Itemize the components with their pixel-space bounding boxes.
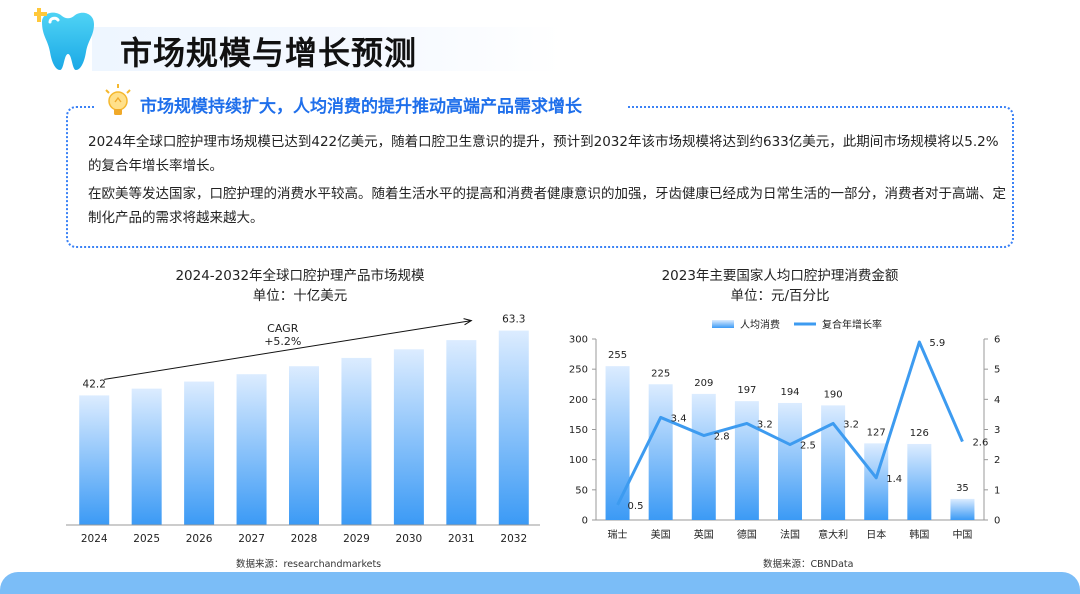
section-subtitle: 市场规模持续扩大，人均消费的提升推动高端产品需求增长 — [140, 97, 582, 117]
x-tick-label: 法国 — [780, 528, 800, 541]
bar-德国 — [734, 401, 759, 520]
x-tick-label: 瑞士 — [608, 528, 628, 541]
x-tick-label: 2029 — [343, 533, 370, 545]
bar-value-label: 255 — [608, 350, 627, 361]
x-tick-label: 2030 — [396, 533, 423, 545]
per-capita-consumption-chart: 0 50 100 150 200 250 300 0 1 2 3 4 5 6 255 瑞士 225 美国 209 英国… — [569, 318, 1000, 541]
left-tick-label: 300 — [569, 335, 588, 346]
x-tick-label: 2032 — [500, 533, 527, 545]
growth-rate-line — [616, 340, 964, 506]
right-tick-label: 1 — [994, 485, 1000, 496]
bottom-bar — [0, 572, 1080, 594]
bar-法国 — [778, 402, 802, 520]
chart1-title: 2024-2032年全球口腔护理产品市场规模 — [175, 268, 425, 284]
bar-2028 — [289, 366, 319, 525]
x-tick-label: 2027 — [238, 533, 265, 545]
data-label-2024: 42.2 — [83, 378, 106, 390]
tooth-icon — [34, 8, 94, 70]
bar-value-label: 35 — [956, 483, 969, 494]
chart1-unit: 单位：十亿美元 — [252, 288, 348, 304]
left-tick-label: 0 — [582, 516, 588, 527]
line-value-label: 3.2 — [843, 419, 859, 430]
x-tick-label: 2031 — [448, 533, 475, 545]
bar-2025 — [131, 388, 162, 525]
bar-value-label: 190 — [824, 389, 843, 400]
bar-value-label: 126 — [910, 428, 929, 439]
right-tick-label: 6 — [994, 335, 1000, 346]
legend-bar-label: 人均消费 — [740, 318, 780, 331]
bar-瑞士 — [605, 366, 630, 520]
left-tick-label: 200 — [569, 395, 588, 406]
line-value-label: 3.2 — [757, 419, 773, 430]
paragraph-1: 2024年全球口腔护理市场规模已达到422亿美元，随着口腔卫生意识的提升，预计到… — [88, 134, 999, 174]
right-tick-label: 4 — [994, 395, 1000, 406]
chart2-title: 2023年主要国家人均口腔护理消费金额 — [661, 268, 899, 284]
x-tick-label: 2024 — [81, 533, 108, 545]
bar-中国 — [950, 498, 975, 520]
bar-value-label: 225 — [651, 368, 670, 379]
paragraph-2: 在欧美等发达国家，口腔护理的消费水平较高。随着生活水平的提高和消费者健康意识的加… — [88, 186, 1006, 226]
line-value-label: 1.4 — [886, 474, 902, 485]
bar-2031 — [446, 340, 477, 525]
cagr-arrow-head — [463, 318, 473, 326]
x-tick-label: 中国 — [952, 528, 972, 541]
title-band — [92, 27, 562, 71]
x-tick-label: 美国 — [651, 528, 671, 541]
chart2-source: 数据来源：CBNData — [763, 559, 854, 570]
x-tick-label: 2026 — [186, 533, 213, 545]
info-box — [66, 106, 1014, 248]
market-size-bar-chart: 2024 42.2 2025 2026 2027 2028 2029 2030 2031 2032… — [66, 314, 540, 545]
chart1-source: 数据来源：researchandmarkets — [236, 559, 382, 570]
bar-value-label: 209 — [694, 378, 713, 389]
bar-value-label: 194 — [780, 387, 799, 398]
right-tick-label: 3 — [994, 425, 1000, 436]
bar-美国 — [648, 384, 673, 520]
x-tick-label: 德国 — [737, 528, 757, 541]
bar-韩国 — [907, 443, 932, 520]
data-label-2032: 63.3 — [502, 314, 525, 326]
legend-bar-swatch — [712, 320, 734, 328]
subtitle-background — [96, 88, 628, 118]
bar-value-label: 197 — [737, 385, 756, 396]
x-tick-label: 意大利 — [818, 528, 848, 541]
page-title: 市场规模与增长预测 — [120, 34, 418, 72]
bar-2024 — [79, 395, 110, 525]
bar-英国 — [691, 393, 716, 520]
line-value-label: 2.6 — [972, 438, 988, 449]
left-tick-label: 250 — [569, 365, 588, 376]
cagr-label: CAGR — [267, 322, 299, 335]
line-value-label: 3.4 — [671, 413, 687, 424]
x-tick-label: 2028 — [291, 533, 318, 545]
line-value-label: 0.5 — [628, 501, 644, 512]
line-value-label: 5.9 — [929, 338, 945, 349]
line-value-label: 2.8 — [714, 432, 730, 443]
chart2-unit: 单位：元/百分比 — [730, 288, 830, 304]
left-tick-label: 50 — [575, 485, 588, 496]
cagr-value: +5.2% — [264, 335, 301, 348]
left-tick-label: 100 — [569, 455, 588, 466]
line-value-label: 2.5 — [800, 441, 816, 452]
right-tick-label: 2 — [994, 455, 1000, 466]
x-tick-label: 日本 — [866, 528, 886, 541]
bar-value-label: 127 — [867, 427, 886, 438]
x-tick-label: 2025 — [133, 533, 160, 545]
bar-2027 — [236, 374, 267, 525]
right-tick-label: 5 — [994, 365, 1000, 376]
bar-2029 — [341, 357, 372, 525]
x-tick-label: 英国 — [694, 528, 714, 541]
cagr-arrow — [104, 320, 472, 380]
bar-2032 — [498, 330, 529, 525]
bar-2026 — [184, 381, 215, 525]
lightbulb-icon — [105, 84, 131, 115]
bar-2030 — [393, 349, 424, 525]
left-tick-label: 150 — [569, 425, 588, 436]
x-tick-label: 韩国 — [909, 528, 929, 541]
legend-line-label: 复合年增长率 — [822, 318, 882, 331]
right-tick-label: 0 — [994, 516, 1000, 527]
